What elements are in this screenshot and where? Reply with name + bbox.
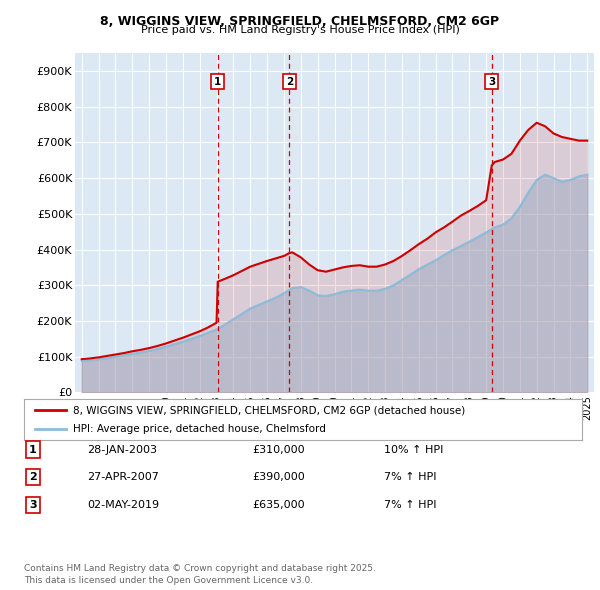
Text: £310,000: £310,000 xyxy=(252,445,305,454)
Text: Price paid vs. HM Land Registry's House Price Index (HPI): Price paid vs. HM Land Registry's House … xyxy=(140,25,460,35)
Text: 28-JAN-2003: 28-JAN-2003 xyxy=(87,445,157,454)
Text: £635,000: £635,000 xyxy=(252,500,305,510)
Text: 7% ↑ HPI: 7% ↑ HPI xyxy=(384,500,437,510)
Text: 7% ↑ HPI: 7% ↑ HPI xyxy=(384,473,437,482)
Text: 8, WIGGINS VIEW, SPRINGFIELD, CHELMSFORD, CM2 6GP: 8, WIGGINS VIEW, SPRINGFIELD, CHELMSFORD… xyxy=(100,15,500,28)
Text: 1: 1 xyxy=(214,77,221,87)
Text: £390,000: £390,000 xyxy=(252,473,305,482)
Text: 2: 2 xyxy=(286,77,293,87)
Text: 2: 2 xyxy=(29,473,37,482)
Text: Contains HM Land Registry data © Crown copyright and database right 2025.
This d: Contains HM Land Registry data © Crown c… xyxy=(24,565,376,585)
Text: HPI: Average price, detached house, Chelmsford: HPI: Average price, detached house, Chel… xyxy=(73,424,326,434)
Text: 27-APR-2007: 27-APR-2007 xyxy=(87,473,159,482)
Text: 3: 3 xyxy=(488,77,496,87)
Text: 1: 1 xyxy=(29,445,37,454)
Text: 10% ↑ HPI: 10% ↑ HPI xyxy=(384,445,443,454)
Text: 02-MAY-2019: 02-MAY-2019 xyxy=(87,500,159,510)
Text: 8, WIGGINS VIEW, SPRINGFIELD, CHELMSFORD, CM2 6GP (detached house): 8, WIGGINS VIEW, SPRINGFIELD, CHELMSFORD… xyxy=(73,405,466,415)
Text: 3: 3 xyxy=(29,500,37,510)
